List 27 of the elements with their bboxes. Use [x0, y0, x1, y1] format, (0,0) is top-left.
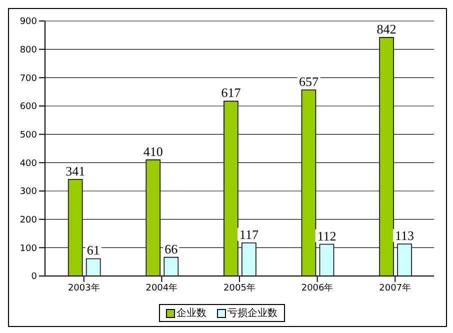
data-label: 113 — [395, 228, 414, 243]
x-tick-label: 2004年 — [146, 282, 178, 294]
y-tick-label: 400 — [20, 158, 38, 169]
legend-label: 亏损企业数 — [226, 306, 278, 320]
y-tick-label: 300 — [20, 187, 38, 198]
y-tick-label: 100 — [20, 244, 38, 254]
x-tick-label: 2003年 — [68, 282, 100, 294]
data-label: 66 — [164, 241, 178, 256]
data-label: 617 — [221, 85, 242, 100]
y-tick-label: 700 — [20, 74, 38, 84]
legend-label: 企业数 — [176, 306, 206, 320]
data-label: 657 — [298, 74, 319, 89]
y-tick-label: 200 — [20, 216, 38, 226]
data-label: 842 — [376, 21, 396, 36]
y-tick-label: 800 — [20, 46, 38, 56]
data-label: 410 — [143, 144, 163, 159]
data-label: 61 — [86, 242, 100, 258]
x-tick-label: 2005年 — [224, 282, 256, 294]
y-tick-label: 0 — [31, 272, 38, 282]
data-label: 112 — [317, 228, 336, 244]
y-tick-label: 500 — [20, 130, 38, 141]
data-label: 341 — [66, 163, 86, 178]
y-tick-label: 900 — [20, 17, 38, 28]
x-tick-label: 2007年 — [379, 282, 412, 294]
x-tick-label: 2006年 — [301, 282, 334, 294]
y-tick-label: 600 — [20, 102, 38, 112]
data-label: 117 — [239, 226, 259, 242]
